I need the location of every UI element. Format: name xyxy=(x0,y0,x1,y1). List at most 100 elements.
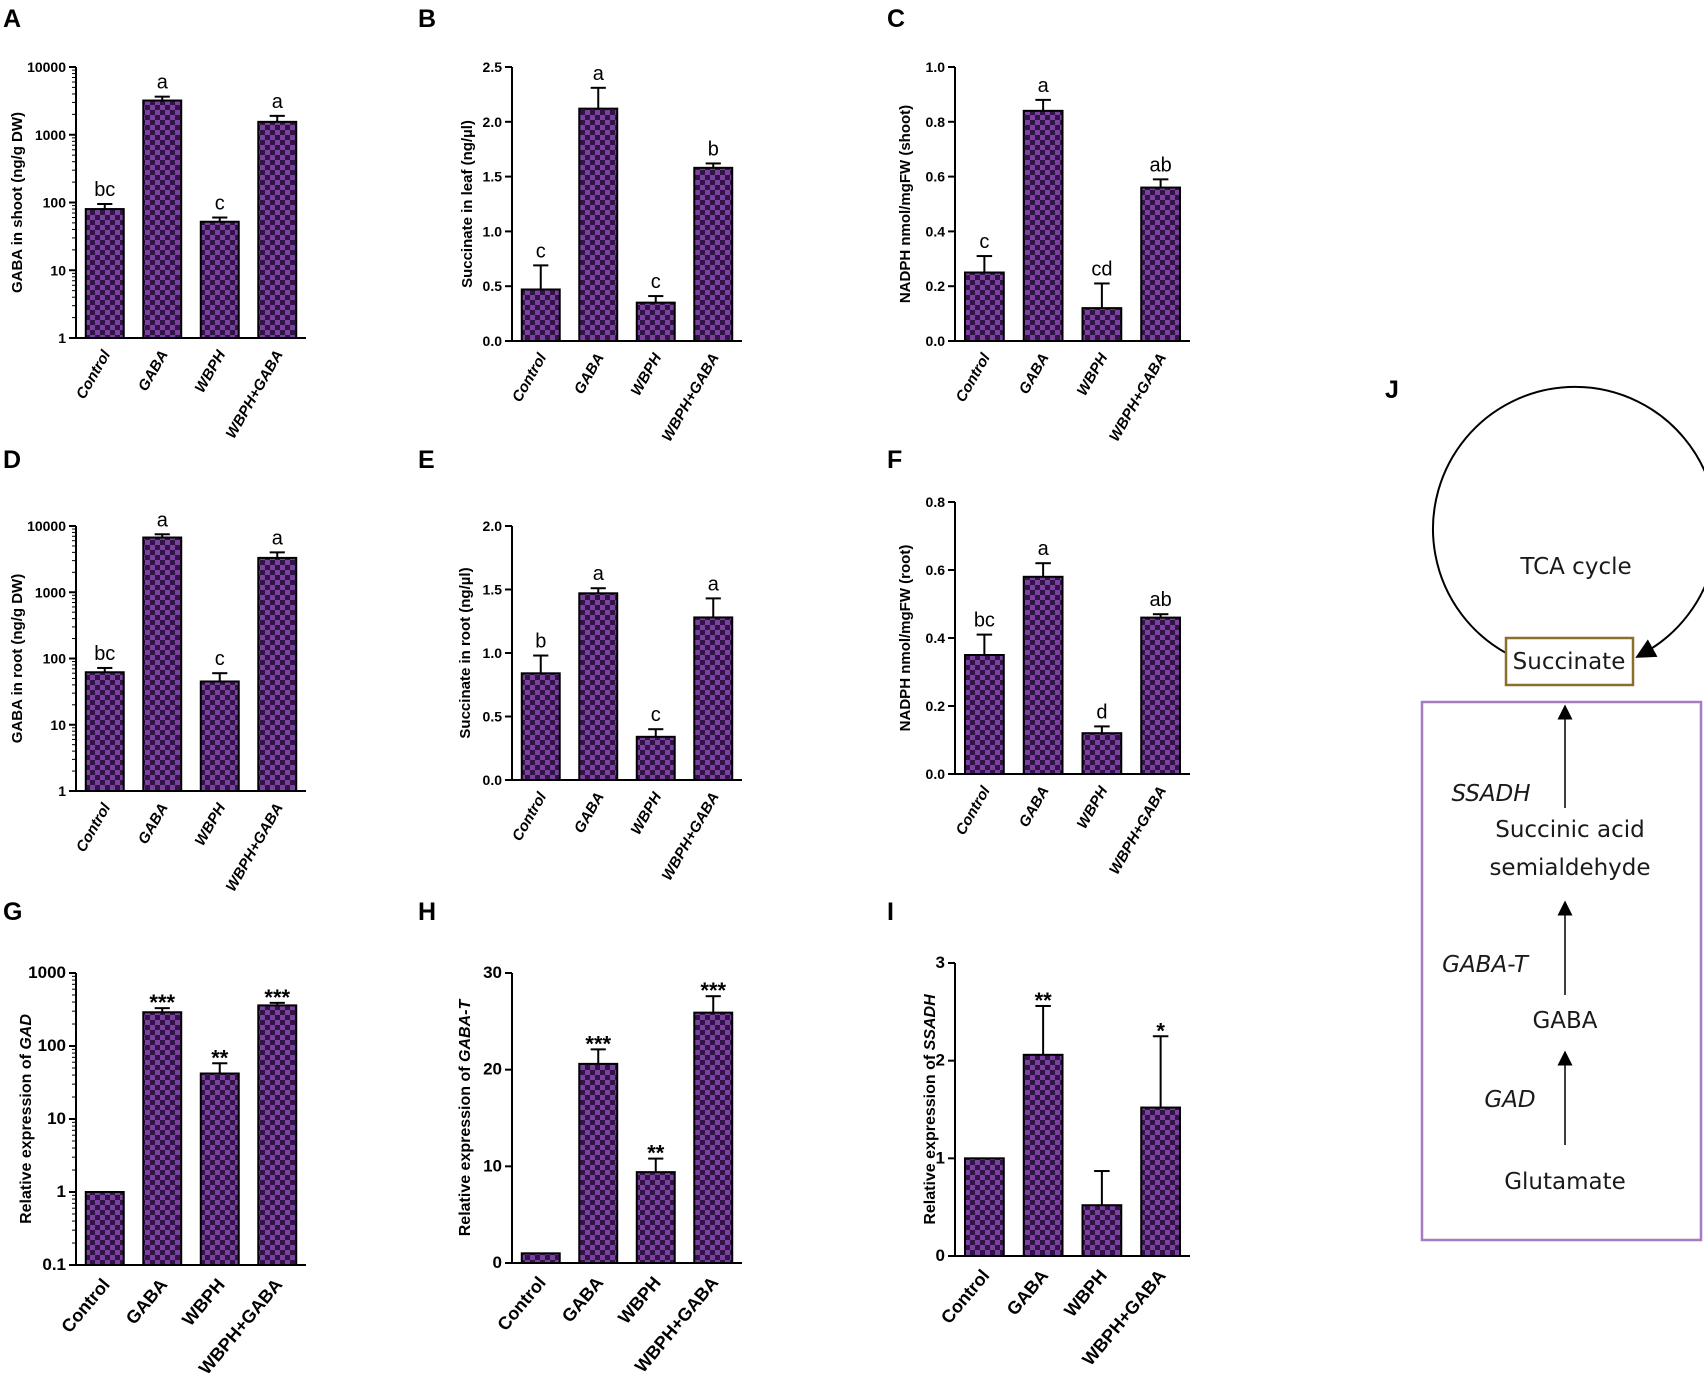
y-tick-label: 10000 xyxy=(27,518,66,534)
y-tick-label: 0.1 xyxy=(42,1255,66,1274)
significance-label: a xyxy=(593,563,605,585)
category-label: Control xyxy=(493,1273,549,1335)
y-tick-label: 1 xyxy=(58,783,66,799)
significance-label: bc xyxy=(94,179,115,201)
bar-wbph xyxy=(199,220,240,339)
category-label: Control xyxy=(509,350,551,405)
gaba-label: GABA xyxy=(1532,1008,1597,1034)
y-axis-label: NADPH nmol/mgFW (shoot) xyxy=(897,105,914,303)
panel-d-gaba-root-chart: D 1 10 100 1000 10000 GABA in root (ng/g DW) bc… xyxy=(3,446,306,895)
y-tick-label: 10 xyxy=(50,717,66,733)
panel-j-label: J xyxy=(1385,376,1399,404)
y-axis-label-gene: GABA-T xyxy=(457,999,474,1062)
bar-wbph xyxy=(635,301,676,343)
y-tick-label: 2 xyxy=(936,1051,945,1070)
panel-i-ssadh-expression-chart: I 0 1 2 3 Relative expression of SSADH Control… xyxy=(887,898,1190,1369)
category-label: GABA xyxy=(1016,351,1053,398)
panel-label: D xyxy=(3,446,21,474)
panel-label: C xyxy=(887,5,905,33)
bar-gaba xyxy=(142,1011,183,1266)
y-tick-label: 100 xyxy=(43,651,67,667)
category-label: Control xyxy=(73,347,115,402)
significance-label: a xyxy=(1038,538,1050,560)
significance-label: bc xyxy=(94,643,115,665)
y-tick-label: 2.5 xyxy=(483,59,503,75)
bar-control xyxy=(963,654,1005,775)
panel-label: B xyxy=(418,5,436,33)
bar-control xyxy=(84,671,125,792)
succinate-box xyxy=(1504,636,1635,687)
significance-label: b xyxy=(708,138,719,160)
bar-wbph-plus-gaba xyxy=(257,556,298,792)
y-axis-label-gene: SSADH xyxy=(922,994,939,1050)
y-tick-label: 1.0 xyxy=(483,645,503,661)
y-tick-label: 0 xyxy=(936,1246,945,1265)
y-axis-label: Relative expression of SSADH xyxy=(922,994,939,1225)
bar-wbph-plus-gaba xyxy=(1140,1106,1182,1257)
ssadh-enzyme-label: SSADH xyxy=(1451,781,1530,807)
y-tick-label: 0.5 xyxy=(483,278,503,294)
bar-control xyxy=(520,672,561,782)
category-label: WBPH xyxy=(628,349,666,398)
category-label: Control xyxy=(57,1275,113,1337)
significance-label: cd xyxy=(1091,258,1112,280)
y-tick-label: 0.8 xyxy=(926,494,946,510)
bar-wbph xyxy=(1081,307,1123,342)
panel-c-nadph-shoot-chart: C 0.0 0.2 0.4 0.6 0.8 1.0 NADPH nmol/mgFW (shoo… xyxy=(887,5,1190,445)
bar-wbph-plus-gaba xyxy=(1140,186,1182,342)
y-tick-label: 100 xyxy=(38,1036,66,1055)
panel-label: E xyxy=(418,446,435,474)
significance-label: ** xyxy=(1035,988,1053,1013)
significance-label: *** xyxy=(149,990,175,1015)
y-tick-label: 0.4 xyxy=(926,630,946,646)
category-label: Control xyxy=(73,800,115,855)
panel-label: G xyxy=(3,898,22,926)
glutamate-label: Glutamate xyxy=(1504,1169,1626,1195)
category-label: WBPH+GABA xyxy=(223,348,287,442)
bar-wbph xyxy=(635,1171,676,1264)
category-label: GABA xyxy=(135,801,172,848)
category-label: WBPH xyxy=(1074,782,1112,831)
significance-label: c xyxy=(651,271,661,293)
y-axis-label-prefix: Relative expression of xyxy=(18,1050,35,1224)
y-tick-label: 1.0 xyxy=(926,59,946,75)
category-label: WBPH xyxy=(1060,1266,1111,1321)
bar-wbph xyxy=(1081,1204,1123,1258)
y-tick-label: 0.0 xyxy=(483,772,503,788)
ssa-label-line2: semialdehyde xyxy=(1489,855,1650,881)
category-label: GABA xyxy=(571,790,608,837)
succinate-label: Succinate xyxy=(1513,649,1626,675)
y-tick-label: 10 xyxy=(47,1109,66,1128)
category-label: GABA xyxy=(1016,784,1053,831)
category-label: GABA xyxy=(122,1275,171,1328)
category-label: Control xyxy=(937,1266,993,1328)
panel-label: H xyxy=(418,898,436,926)
category-label: Control xyxy=(952,350,994,405)
bar-control xyxy=(520,1252,561,1265)
bar-gaba xyxy=(578,592,619,781)
category-label: WBPH xyxy=(178,1275,229,1330)
bar-wbph xyxy=(199,680,240,792)
y-tick-label: 10000 xyxy=(27,59,66,75)
panel-a-gaba-shoot-chart: A 1 10 100 1000 10000 GABA in shoot (ng/g DW) b… xyxy=(3,5,306,442)
category-label: WBPH+GABA xyxy=(659,351,723,445)
bar-gaba xyxy=(142,536,183,792)
panel-b-succinate-leaf-chart: B 0.0 0.5 1.0 1.5 2.0 2.5 Succinate in leaf (ng… xyxy=(418,5,742,445)
category-label: WBPH+GABA xyxy=(1106,784,1170,878)
gad-enzyme-label: GAD xyxy=(1484,1087,1535,1113)
significance-label: *** xyxy=(264,985,290,1010)
bar-control xyxy=(84,208,125,339)
significance-label: ab xyxy=(1150,589,1172,611)
category-label: WBPH+GABA xyxy=(223,801,287,895)
bar-wbph xyxy=(635,735,676,782)
panel-label: I xyxy=(887,898,894,926)
significance-label: a xyxy=(272,527,284,549)
bar-gaba xyxy=(142,99,183,339)
bar-wbph-plus-gaba xyxy=(257,120,298,339)
significance-label: bc xyxy=(974,610,995,632)
y-tick-label: 0.2 xyxy=(926,698,946,714)
y-tick-label: 0.4 xyxy=(926,223,946,239)
significance-label: a xyxy=(1038,75,1050,97)
y-tick-label: 1 xyxy=(936,1148,945,1167)
category-label: WBPH xyxy=(1074,349,1112,398)
